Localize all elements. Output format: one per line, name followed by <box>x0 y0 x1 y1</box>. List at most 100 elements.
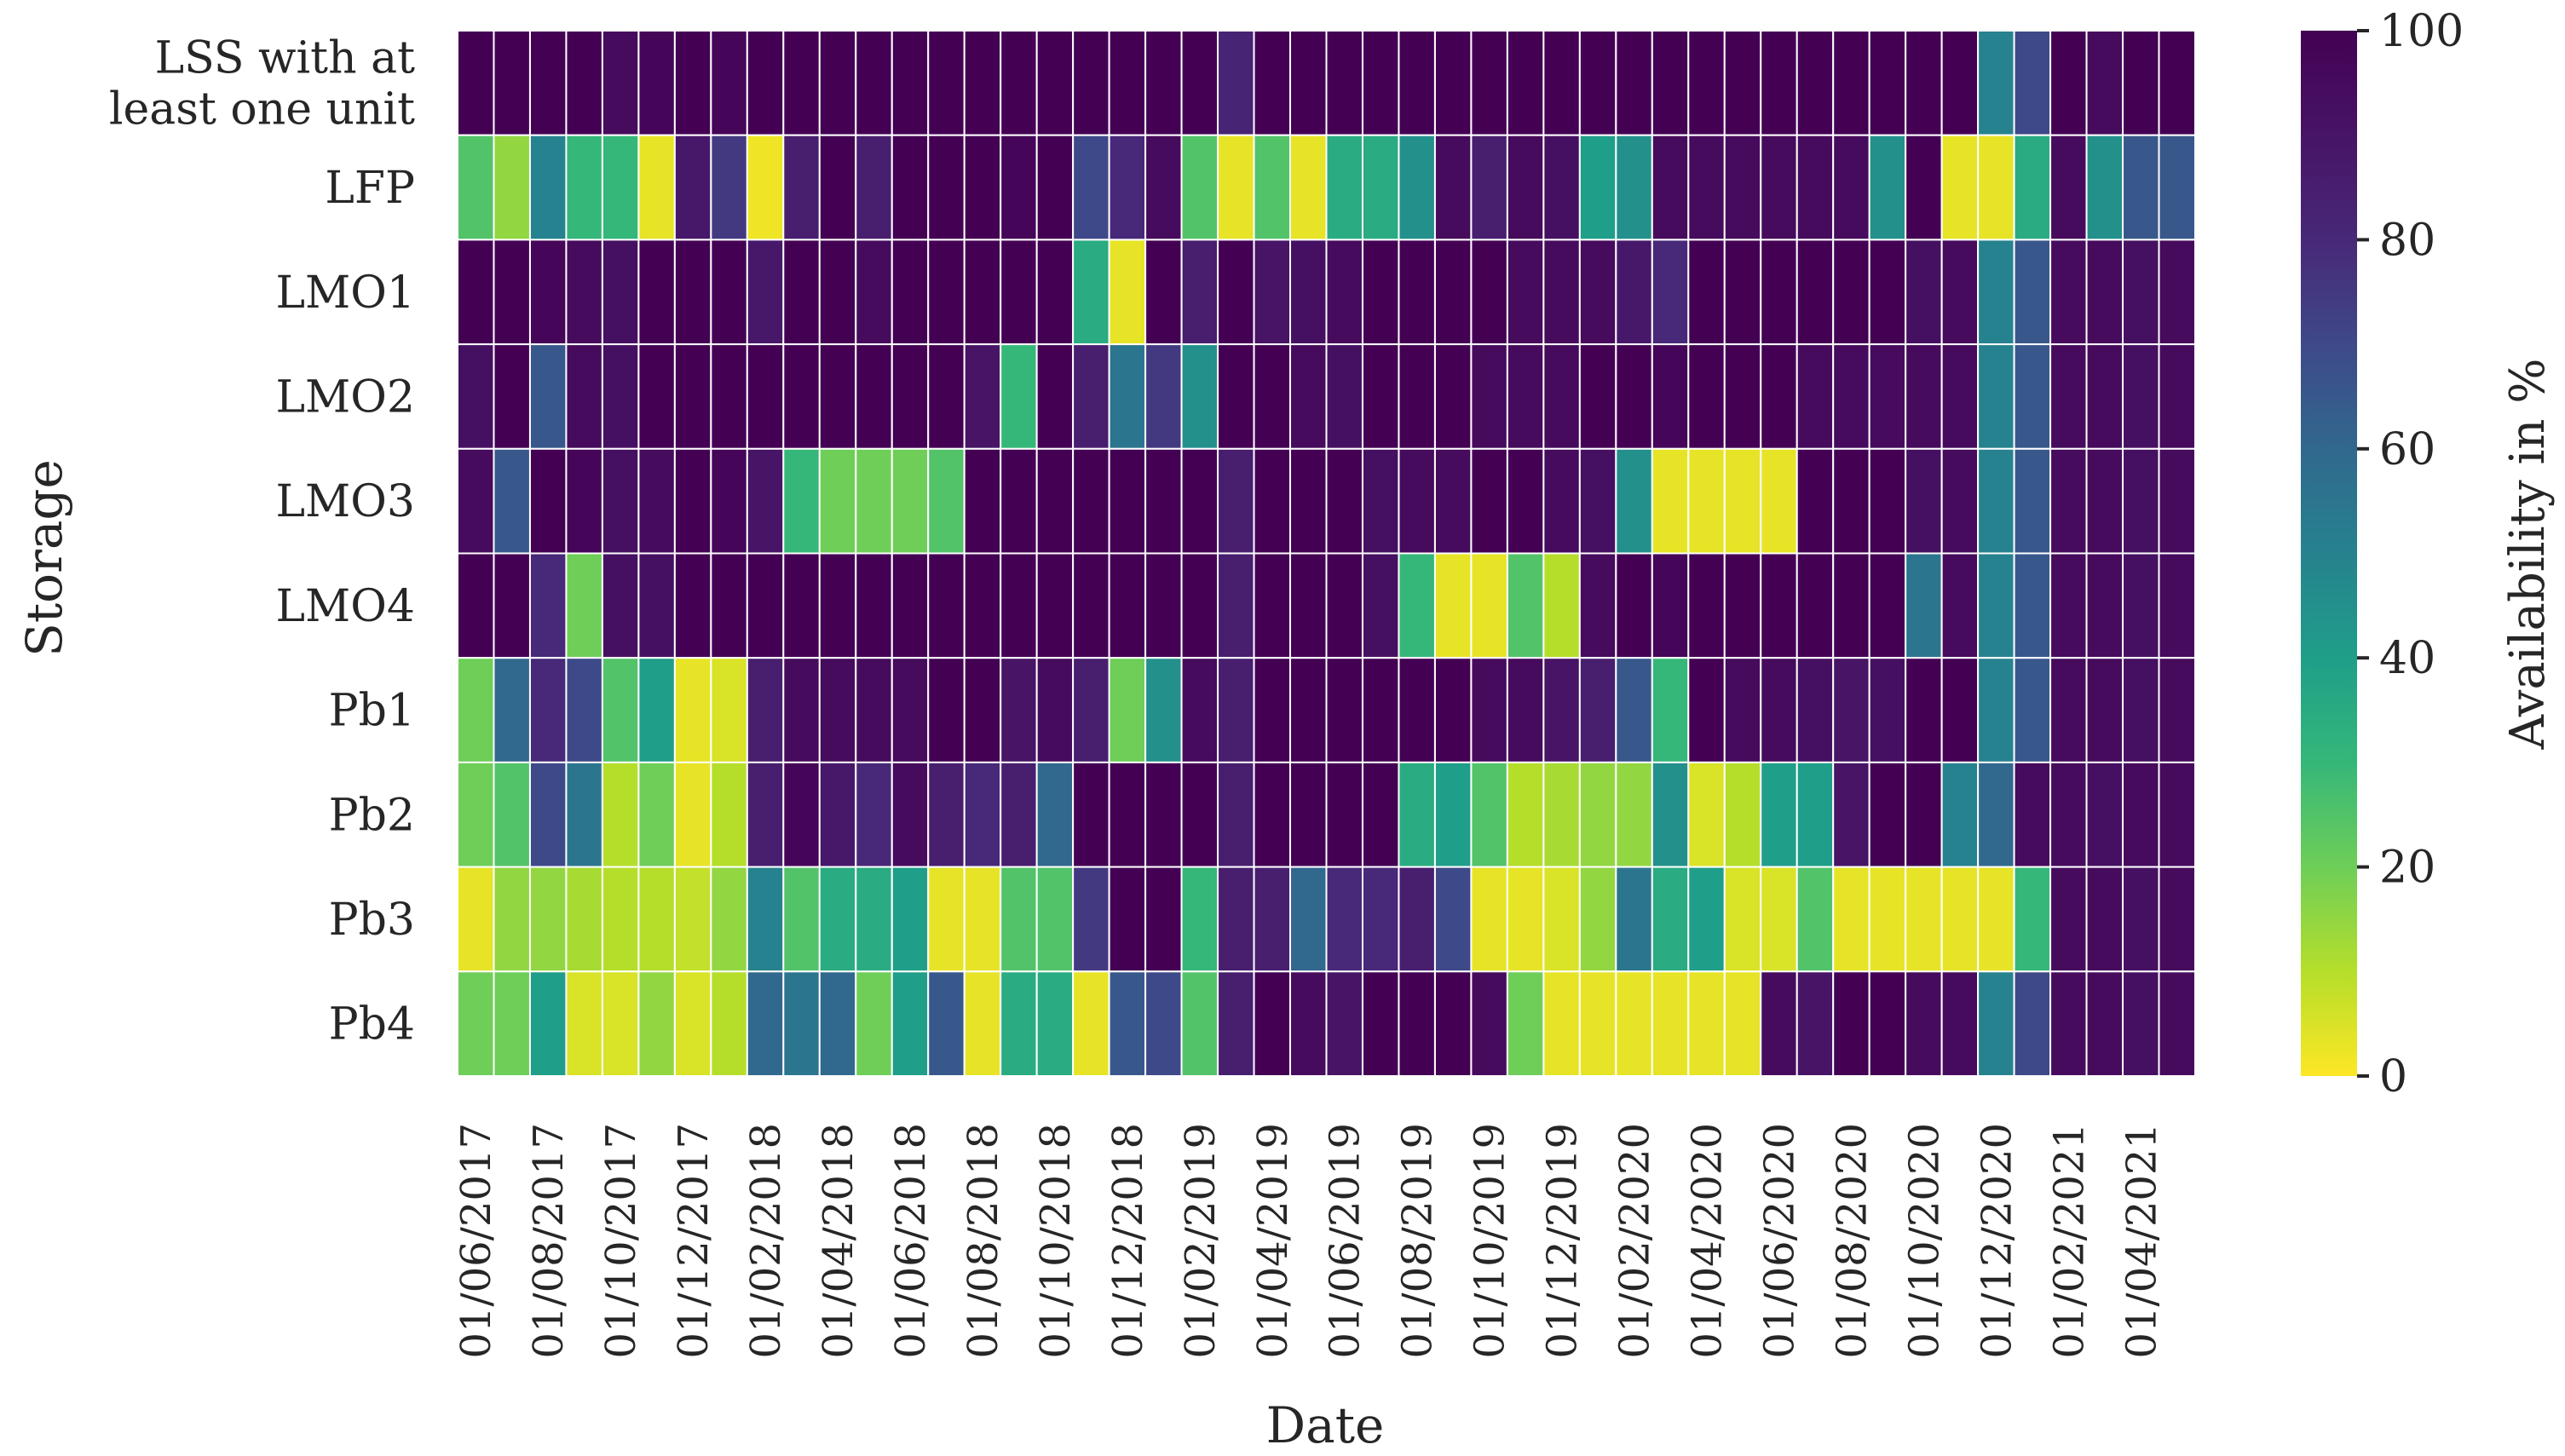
heatmap-cell <box>2158 239 2196 346</box>
colorbar-tick-label: 80 <box>2379 215 2435 266</box>
heatmap-cell <box>1542 552 1581 659</box>
heatmap-cell <box>1578 134 1617 241</box>
heatmap-cell <box>1325 552 1363 659</box>
heatmap-cell <box>1615 447 1653 555</box>
heatmap-cell <box>1542 866 1581 973</box>
heatmap-cell <box>673 447 712 555</box>
x-tick-label: 01/10/2018 <box>1032 1123 1080 1359</box>
heatmap-cell <box>1433 657 1473 763</box>
x-tick-label: 01/10/2019 <box>1467 1123 1514 1359</box>
heatmap-cell <box>2013 970 2052 1078</box>
heatmap-cell <box>457 343 495 450</box>
heatmap-cell <box>2085 866 2124 973</box>
heatmap-cell <box>1217 866 1255 973</box>
heatmap-cell <box>710 134 748 241</box>
heatmap-cell <box>1433 447 1473 555</box>
heatmap-cell <box>1832 30 1870 136</box>
heatmap-cell <box>1361 552 1400 659</box>
heatmap-cell <box>2049 970 2088 1078</box>
row-label: LSS with at <box>155 32 415 83</box>
heatmap-cell <box>1977 657 2015 763</box>
heatmap-cell <box>927 447 965 555</box>
heatmap-cell <box>1651 239 1690 346</box>
heatmap-cell <box>673 761 712 868</box>
heatmap-cell <box>1253 239 1292 346</box>
heatmap-cell <box>1325 134 1363 241</box>
heatmap-cell <box>1398 970 1436 1078</box>
x-tick-label: 01/08/2019 <box>1394 1123 1442 1359</box>
heatmap-cell <box>457 866 495 973</box>
heatmap-cell <box>1470 447 1508 555</box>
heatmap-cell <box>1832 343 1870 450</box>
heatmap-cell <box>528 239 568 346</box>
heatmap-cell <box>746 866 785 973</box>
heatmap-cell <box>746 134 785 241</box>
heatmap-cell <box>1470 761 1508 868</box>
heatmap-cell <box>493 552 531 659</box>
heatmap-cells <box>457 30 2196 1078</box>
colorbar: 0 20 40 60 80 100 Availability in % <box>2301 6 2556 1102</box>
heatmap-cell <box>818 552 857 659</box>
heatmap-cell <box>1470 657 1508 763</box>
heatmap-cell <box>1687 343 1726 450</box>
heatmap-cell <box>1253 134 1292 241</box>
heatmap-cell <box>1361 761 1400 868</box>
heatmap-cell <box>1000 657 1038 763</box>
heatmap-cell <box>1253 657 1292 763</box>
heatmap-cell <box>565 343 603 450</box>
heatmap-cell <box>1905 657 1943 763</box>
heatmap-cell <box>782 343 821 450</box>
heatmap-cell <box>1651 866 1690 973</box>
heatmap-cell <box>1723 30 1762 136</box>
heatmap-cell <box>1723 761 1762 868</box>
heatmap-cell <box>963 761 1002 868</box>
heatmap-cell <box>1108 657 1147 763</box>
heatmap-cell <box>1108 866 1147 973</box>
heatmap-cell <box>601 239 640 346</box>
heatmap-cell <box>1578 552 1617 659</box>
heatmap-cell <box>1832 447 1870 555</box>
heatmap-cell <box>2085 552 2124 659</box>
heatmap-cell <box>1035 970 1075 1078</box>
heatmap-cell <box>1651 30 1690 136</box>
x-tick-label: 01/06/2019 <box>1322 1123 1369 1359</box>
heatmap-cell <box>782 552 821 659</box>
heatmap-cell <box>2049 239 2088 346</box>
heatmap-cell <box>1433 552 1473 659</box>
heatmap-cell <box>1977 343 2015 450</box>
heatmap-cell <box>1905 239 1943 346</box>
heatmap-cell <box>782 447 821 555</box>
x-tick-label: 01/08/2020 <box>1828 1123 1876 1359</box>
heatmap-cell <box>1253 447 1292 555</box>
row-label: LMO4 <box>276 581 416 632</box>
heatmap-cell <box>1796 866 1835 973</box>
heatmap-cell <box>1615 343 1653 450</box>
heatmap-cell <box>963 343 1002 450</box>
heatmap-cell <box>855 239 893 346</box>
x-tick-label: 01/02/2018 <box>742 1123 790 1359</box>
heatmap-cell <box>637 866 676 973</box>
x-tick-labels: 01/06/2017 01/08/2017 01/10/2017 01/12/2017… <box>452 1123 2165 1359</box>
heatmap-cell <box>1868 866 1907 973</box>
heatmap-cell <box>1506 239 1545 346</box>
heatmap-cell <box>637 134 676 241</box>
heatmap-cell <box>927 866 965 973</box>
heatmap-cell <box>1723 866 1762 973</box>
heatmap-cell <box>457 970 495 1078</box>
heatmap-cell <box>2122 343 2160 450</box>
heatmap-cell <box>1398 866 1436 973</box>
heatmap-cell <box>710 239 748 346</box>
heatmap-cell <box>891 343 930 450</box>
heatmap-cell <box>1108 343 1147 450</box>
heatmap-cell <box>637 239 676 346</box>
heatmap-cell <box>927 239 965 346</box>
heatmap-cell <box>963 30 1002 136</box>
heatmap-cell <box>1796 657 1835 763</box>
heatmap-cell <box>2049 447 2088 555</box>
heatmap-cell <box>1398 134 1436 241</box>
heatmap-cell <box>1832 134 1870 241</box>
x-tick-label: 01/08/2018 <box>960 1123 1007 1359</box>
heatmap-cell <box>1253 970 1292 1078</box>
heatmap-cell <box>1977 761 2015 868</box>
heatmap-cell <box>818 970 857 1078</box>
